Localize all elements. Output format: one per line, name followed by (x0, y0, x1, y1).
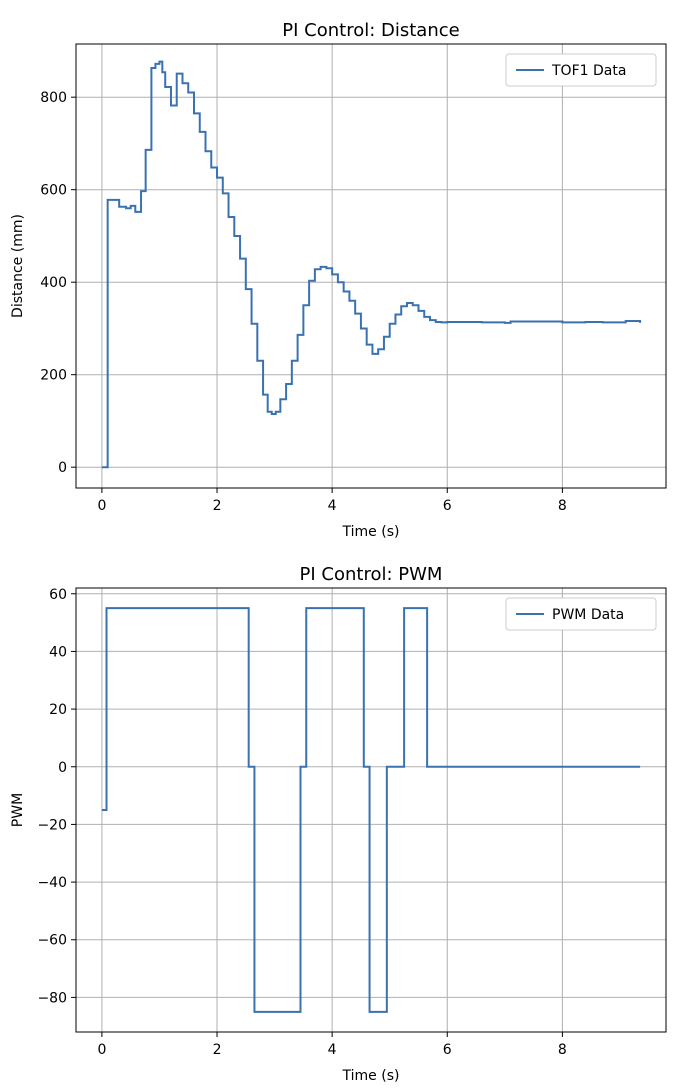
legend-box (505, 597, 657, 631)
chart-title: PI Control: Distance (282, 20, 459, 41)
y-tick-label: 200 (40, 368, 67, 384)
x-tick-label: 2 (213, 1042, 222, 1058)
y-axis-label: PWM (10, 793, 26, 827)
plot-frame (75, 43, 667, 489)
y-tick-label: −80 (37, 990, 67, 1006)
y-tick-label: 800 (40, 90, 67, 106)
legend: PWM Data (505, 597, 657, 631)
x-axis-label: Time (s) (342, 1068, 400, 1084)
x-tick-label: 4 (328, 1042, 337, 1058)
legend: TOF1 Data (505, 53, 657, 87)
y-tick-label: −40 (37, 875, 67, 891)
x-axis-label: Time (s) (342, 524, 400, 540)
y-tick-label: 60 (49, 587, 67, 603)
x-tick-label: 2 (213, 498, 222, 514)
distance-chart: 0 2 4 6 8 0 200 400 600 800 PI Control: Distance Ti… (10, 20, 667, 540)
pwm-chart: 0 2 4 6 8 60 40 20 0 −20 −40 −60 −80 PI Control: PWM T… (10, 564, 667, 1084)
series-line-1 (101, 607, 641, 1013)
y-tick-label: 0 (58, 460, 67, 476)
legend-label: TOF1 Data (551, 63, 626, 79)
x-tick-label: 6 (443, 498, 452, 514)
y-tick-label: 600 (40, 183, 67, 199)
x-tick-label: 8 (558, 1042, 567, 1058)
x-ticks: 0 2 4 6 8 (97, 1032, 567, 1058)
y-tick-label: −20 (37, 817, 67, 833)
gridlines (76, 588, 666, 1032)
y-tick-label: 20 (49, 702, 67, 718)
x-tick-label: 8 (558, 498, 567, 514)
y-tick-label: 400 (40, 275, 67, 291)
y-tick-label: −60 (37, 933, 67, 949)
plot-frame (75, 587, 667, 1033)
gridlines (76, 44, 666, 488)
legend-label: PWM Data (552, 607, 624, 623)
x-tick-label: 6 (443, 1042, 452, 1058)
x-tick-label: 0 (97, 1042, 106, 1058)
y-axis-label: Distance (mm) (10, 214, 26, 318)
y-ticks: 60 40 20 0 −20 −40 −60 −80 (37, 587, 76, 1006)
x-tick-label: 0 (97, 498, 106, 514)
chart-title: PI Control: PWM (300, 564, 443, 585)
y-tick-label: 40 (49, 644, 67, 660)
y-tick-label: 0 (58, 760, 67, 776)
y-ticks: 0 200 400 600 800 (40, 90, 76, 476)
x-tick-label: 4 (328, 498, 337, 514)
legend-box (505, 53, 657, 87)
series-line-1 (101, 60, 642, 469)
x-ticks: 0 2 4 6 8 (97, 488, 567, 514)
